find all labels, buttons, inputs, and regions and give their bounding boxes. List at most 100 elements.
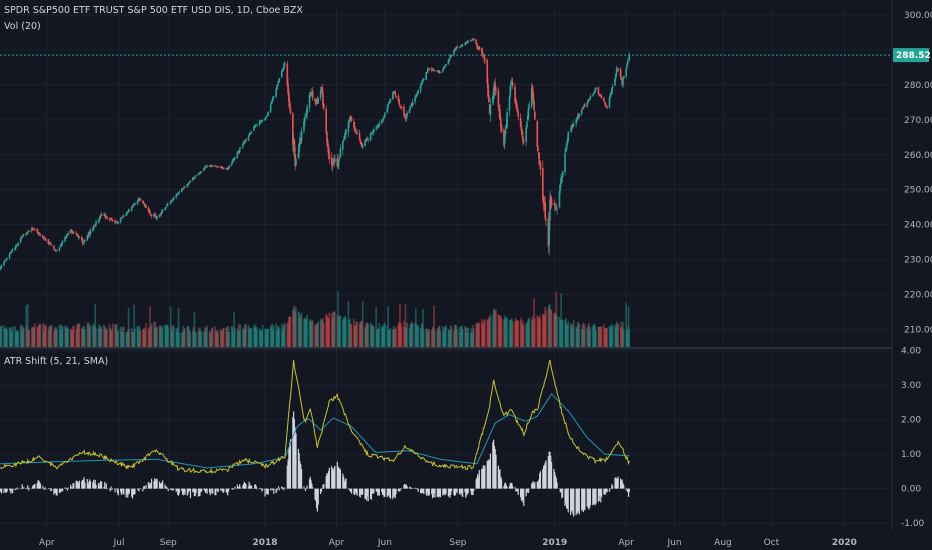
atr-histogram-bar	[66, 488, 68, 489]
volume-bar	[221, 331, 224, 347]
candle-body	[161, 210, 163, 214]
volume-bar	[83, 325, 85, 347]
candle-body	[597, 87, 600, 94]
candle-body	[520, 125, 523, 131]
candle-body	[271, 99, 274, 103]
volume-bar	[603, 323, 605, 347]
atr-histogram-bar	[517, 488, 519, 495]
volume-bar	[553, 312, 556, 347]
candle-body	[626, 60, 629, 65]
atr-histogram-bar	[321, 488, 323, 490]
volume-bar	[126, 332, 128, 347]
candle-body	[8, 254, 11, 259]
atr-histogram-bar	[170, 488, 173, 489]
volume-bar	[403, 320, 405, 347]
atr-histogram-bar	[8, 488, 11, 490]
atr-histogram-bar	[337, 466, 339, 489]
atr-histogram-bar	[622, 482, 624, 489]
volume-bar	[442, 326, 444, 347]
atr-histogram-bar	[328, 467, 330, 489]
volume-bar	[309, 319, 312, 347]
atr-histogram-bar	[127, 488, 129, 498]
volume-bar	[499, 315, 502, 347]
volume-bar	[415, 307, 417, 347]
candle-body	[34, 228, 36, 230]
atr-histogram-bar	[177, 488, 180, 496]
volume-bar	[414, 323, 416, 347]
atr-histogram-bar	[504, 483, 506, 489]
volume-bar	[543, 315, 546, 347]
atr-histogram-bar	[362, 488, 364, 496]
atr-histogram-bar	[120, 488, 123, 495]
candle-body	[19, 238, 22, 243]
atr-histogram-bar	[116, 488, 119, 494]
volume-bar	[366, 322, 369, 347]
candle-body	[300, 131, 303, 142]
volume-bar	[26, 326, 28, 347]
volume-bar	[172, 325, 175, 347]
volume-bar	[244, 323, 247, 347]
candle-body	[499, 118, 502, 127]
volume-bar	[377, 327, 380, 347]
volume-bar	[84, 329, 86, 347]
volume-bar	[509, 320, 512, 347]
volume-bar	[398, 322, 400, 347]
volume-bar	[130, 328, 133, 347]
candle-body	[549, 199, 551, 221]
candle-body	[576, 119, 578, 121]
volume-bar	[17, 330, 20, 347]
volume-bar	[128, 329, 131, 347]
atr-histogram-bar	[262, 488, 264, 491]
atr-histogram-bar	[478, 469, 480, 489]
candle-body	[564, 153, 566, 173]
candle-body	[219, 166, 222, 168]
candle-body	[211, 165, 214, 167]
candle-body	[10, 252, 12, 253]
atr-histogram-bar	[361, 488, 363, 495]
volume-bar	[582, 322, 585, 347]
atr-histogram-bar	[295, 433, 297, 489]
candle-body	[31, 227, 34, 229]
candle-body	[319, 90, 322, 98]
volume-bar	[508, 320, 511, 347]
atr-histogram-bar	[592, 488, 594, 506]
atr-histogram-bar	[333, 467, 335, 489]
volume-bar	[437, 329, 439, 347]
volume-bar	[348, 320, 350, 347]
candle-body	[606, 106, 608, 108]
volume-bar	[54, 326, 57, 347]
volume-bar	[266, 328, 269, 347]
atr-histogram-bar	[426, 488, 428, 496]
atr-histogram-bar	[112, 488, 114, 489]
volume-bar	[461, 328, 464, 347]
volume-bar	[559, 320, 562, 347]
volume-bar	[23, 328, 25, 347]
candle-body	[39, 235, 42, 236]
atr-histogram-bar	[428, 488, 430, 496]
volume-bar	[526, 320, 529, 347]
volume-bar	[248, 329, 250, 347]
atr-histogram-bar	[109, 488, 111, 492]
candle-body	[134, 202, 136, 205]
time-tick-label: Apr	[39, 538, 55, 548]
volume-bar	[470, 328, 473, 347]
atr-histogram-bar	[437, 488, 439, 497]
atr-histogram-bar	[231, 488, 233, 490]
atr-histogram-bar	[117, 488, 119, 496]
candle-body	[314, 98, 316, 101]
candle-body	[293, 139, 296, 153]
atr-histogram-bar	[0, 488, 3, 494]
volume-bar	[245, 324, 247, 347]
atr-histogram-bar	[297, 448, 299, 489]
candle-body	[182, 188, 185, 190]
atr-histogram-bar	[181, 488, 183, 491]
atr-histogram-bar	[243, 483, 245, 489]
atr-histogram-bar	[412, 488, 414, 489]
atr-histogram-bar	[414, 488, 416, 490]
atr-histogram-bar	[312, 487, 314, 489]
atr-histogram-bar	[132, 488, 134, 495]
atr-histogram-bar	[192, 488, 194, 493]
volume-bar	[315, 323, 318, 347]
volume-bar	[522, 325, 525, 347]
